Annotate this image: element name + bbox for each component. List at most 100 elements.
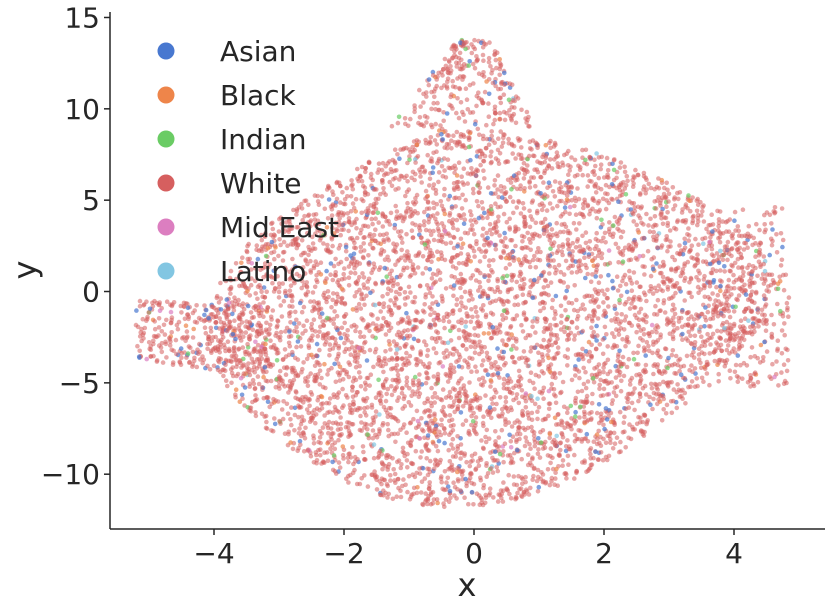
data-point bbox=[678, 372, 684, 378]
data-point bbox=[565, 333, 571, 338]
data-point bbox=[451, 293, 456, 299]
data-point bbox=[578, 428, 583, 434]
data-point bbox=[402, 290, 408, 295]
data-point bbox=[350, 201, 356, 206]
data-point bbox=[461, 383, 467, 388]
data-point bbox=[525, 410, 530, 415]
data-point bbox=[629, 323, 635, 328]
data-point bbox=[536, 374, 542, 379]
data-point bbox=[242, 385, 248, 390]
data-point bbox=[736, 293, 742, 298]
data-point bbox=[528, 278, 533, 283]
data-point bbox=[435, 160, 440, 166]
data-point bbox=[474, 369, 480, 374]
data-point bbox=[277, 237, 282, 242]
data-point bbox=[663, 346, 669, 352]
data-point bbox=[326, 197, 332, 202]
data-point bbox=[583, 240, 589, 246]
data-point bbox=[398, 465, 404, 471]
data-point bbox=[572, 333, 578, 338]
data-point bbox=[344, 185, 350, 191]
data-point bbox=[647, 289, 652, 294]
data-point bbox=[374, 187, 379, 192]
data-point bbox=[597, 342, 603, 347]
data-point bbox=[456, 186, 461, 192]
data-point bbox=[424, 194, 430, 200]
data-point bbox=[336, 361, 341, 366]
data-point bbox=[503, 235, 508, 241]
data-point bbox=[543, 479, 549, 485]
data-point bbox=[554, 267, 559, 273]
data-point bbox=[590, 206, 595, 212]
data-point bbox=[435, 377, 440, 382]
data-point bbox=[288, 226, 293, 232]
data-point bbox=[436, 360, 442, 366]
data-point bbox=[328, 261, 334, 266]
data-point bbox=[371, 201, 377, 207]
data-point bbox=[736, 265, 741, 270]
data-point bbox=[451, 225, 456, 231]
data-point bbox=[666, 199, 671, 204]
data-point bbox=[412, 209, 418, 214]
data-point bbox=[586, 358, 592, 364]
data-point bbox=[280, 416, 286, 422]
data-point bbox=[351, 205, 357, 211]
data-point bbox=[659, 195, 665, 200]
data-point bbox=[479, 200, 485, 205]
data-point bbox=[533, 183, 538, 189]
data-point bbox=[614, 311, 619, 317]
data-point bbox=[670, 185, 676, 190]
data-point bbox=[273, 286, 278, 292]
data-point bbox=[510, 316, 516, 322]
data-point bbox=[572, 421, 577, 426]
data-point bbox=[531, 345, 537, 351]
data-point bbox=[290, 304, 295, 309]
data-point bbox=[547, 263, 553, 269]
data-point bbox=[698, 287, 703, 292]
data-point bbox=[552, 179, 558, 184]
data-point bbox=[594, 410, 600, 416]
data-point bbox=[582, 409, 587, 415]
data-point bbox=[671, 315, 676, 321]
data-point bbox=[691, 213, 696, 219]
data-point bbox=[462, 217, 468, 222]
data-point bbox=[223, 278, 229, 284]
data-point bbox=[553, 400, 559, 406]
data-point bbox=[516, 170, 522, 176]
data-point bbox=[450, 217, 456, 222]
data-point bbox=[532, 401, 538, 407]
data-point bbox=[478, 162, 483, 168]
data-point bbox=[513, 395, 519, 401]
data-point bbox=[389, 355, 395, 361]
data-point bbox=[386, 286, 391, 292]
data-point bbox=[518, 383, 523, 388]
data-point bbox=[526, 292, 532, 298]
data-point bbox=[497, 492, 503, 498]
data-point bbox=[326, 248, 331, 254]
data-point bbox=[486, 331, 492, 336]
data-point bbox=[575, 237, 581, 242]
data-point bbox=[477, 132, 482, 138]
data-point bbox=[347, 402, 353, 408]
data-point bbox=[538, 220, 544, 226]
data-point bbox=[426, 414, 432, 419]
data-point bbox=[623, 343, 628, 349]
data-point bbox=[404, 231, 409, 237]
data-point bbox=[402, 216, 407, 221]
data-point bbox=[511, 482, 517, 487]
data-point bbox=[721, 252, 727, 258]
data-point bbox=[333, 273, 339, 278]
data-point bbox=[597, 249, 602, 255]
data-point bbox=[350, 388, 355, 393]
data-point bbox=[339, 277, 345, 282]
data-point bbox=[482, 254, 488, 260]
data-point bbox=[632, 205, 637, 210]
data-point bbox=[451, 234, 456, 240]
data-point bbox=[683, 202, 689, 207]
data-point bbox=[399, 390, 405, 396]
data-point bbox=[262, 233, 268, 239]
data-point bbox=[651, 339, 656, 345]
data-point bbox=[686, 193, 691, 198]
data-point bbox=[596, 304, 601, 310]
data-point bbox=[273, 267, 278, 272]
